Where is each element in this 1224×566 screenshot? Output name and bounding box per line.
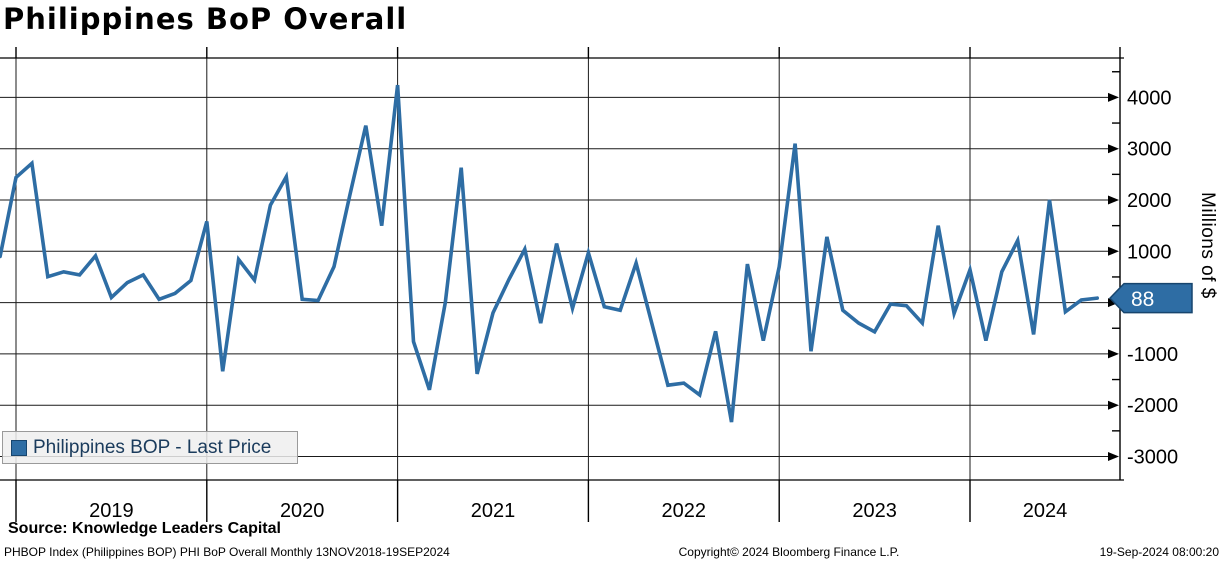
y-tick-label: -2000 xyxy=(1127,395,1178,417)
footer-copyright: Copyright© 2024 Bloomberg Finance L.P. xyxy=(678,545,900,559)
source-line: Source: Knowledge Leaders Capital xyxy=(8,520,281,537)
footer-bar: PHBOP Index (Philippines BOP) PHI BoP Ov… xyxy=(0,545,1224,561)
legend-color-swatch xyxy=(11,439,27,456)
y-tick-label: 2000 xyxy=(1127,190,1172,212)
x-year-label: 2023 xyxy=(852,500,897,522)
x-year-label: 2020 xyxy=(280,500,325,522)
axis-arrow-icon xyxy=(1108,246,1119,256)
x-year-label: 2022 xyxy=(662,500,707,522)
y-tick-label: -3000 xyxy=(1127,447,1178,469)
axis-arrow-icon xyxy=(1108,349,1119,359)
axis-arrow-icon xyxy=(1108,400,1119,410)
legend-item[interactable]: Philippines BOP - Last Price xyxy=(2,431,298,464)
y-tick-label: 1000 xyxy=(1127,241,1172,263)
y-axis-title: Millions of $ xyxy=(1197,192,1218,299)
axis-arrow-icon xyxy=(1108,92,1119,102)
footer-timestamp: 19-Sep-2024 08:00:20 xyxy=(1099,545,1219,559)
axis-arrow-icon xyxy=(1108,195,1119,205)
axis-arrow-icon xyxy=(1108,452,1119,461)
y-tick-label: 3000 xyxy=(1127,139,1172,161)
x-year-label: 2019 xyxy=(89,500,134,522)
y-tick-label: 4000 xyxy=(1127,87,1172,109)
footer-security-info: PHBOP Index (Philippines BOP) PHI BoP Ov… xyxy=(4,545,450,559)
x-year-label: 2024 xyxy=(1023,500,1068,522)
last-price-badge xyxy=(1108,282,1193,314)
axis-arrow-icon xyxy=(1108,144,1119,154)
bop-series-line xyxy=(0,84,1099,423)
last-price-badge-value: 88 xyxy=(1131,288,1154,311)
legend-label: Philippines BOP - Last Price xyxy=(33,436,272,458)
x-year-label: 2021 xyxy=(471,500,516,522)
y-tick-label: -1000 xyxy=(1127,344,1178,366)
page-title: Philippines BoP Overall xyxy=(3,2,408,36)
